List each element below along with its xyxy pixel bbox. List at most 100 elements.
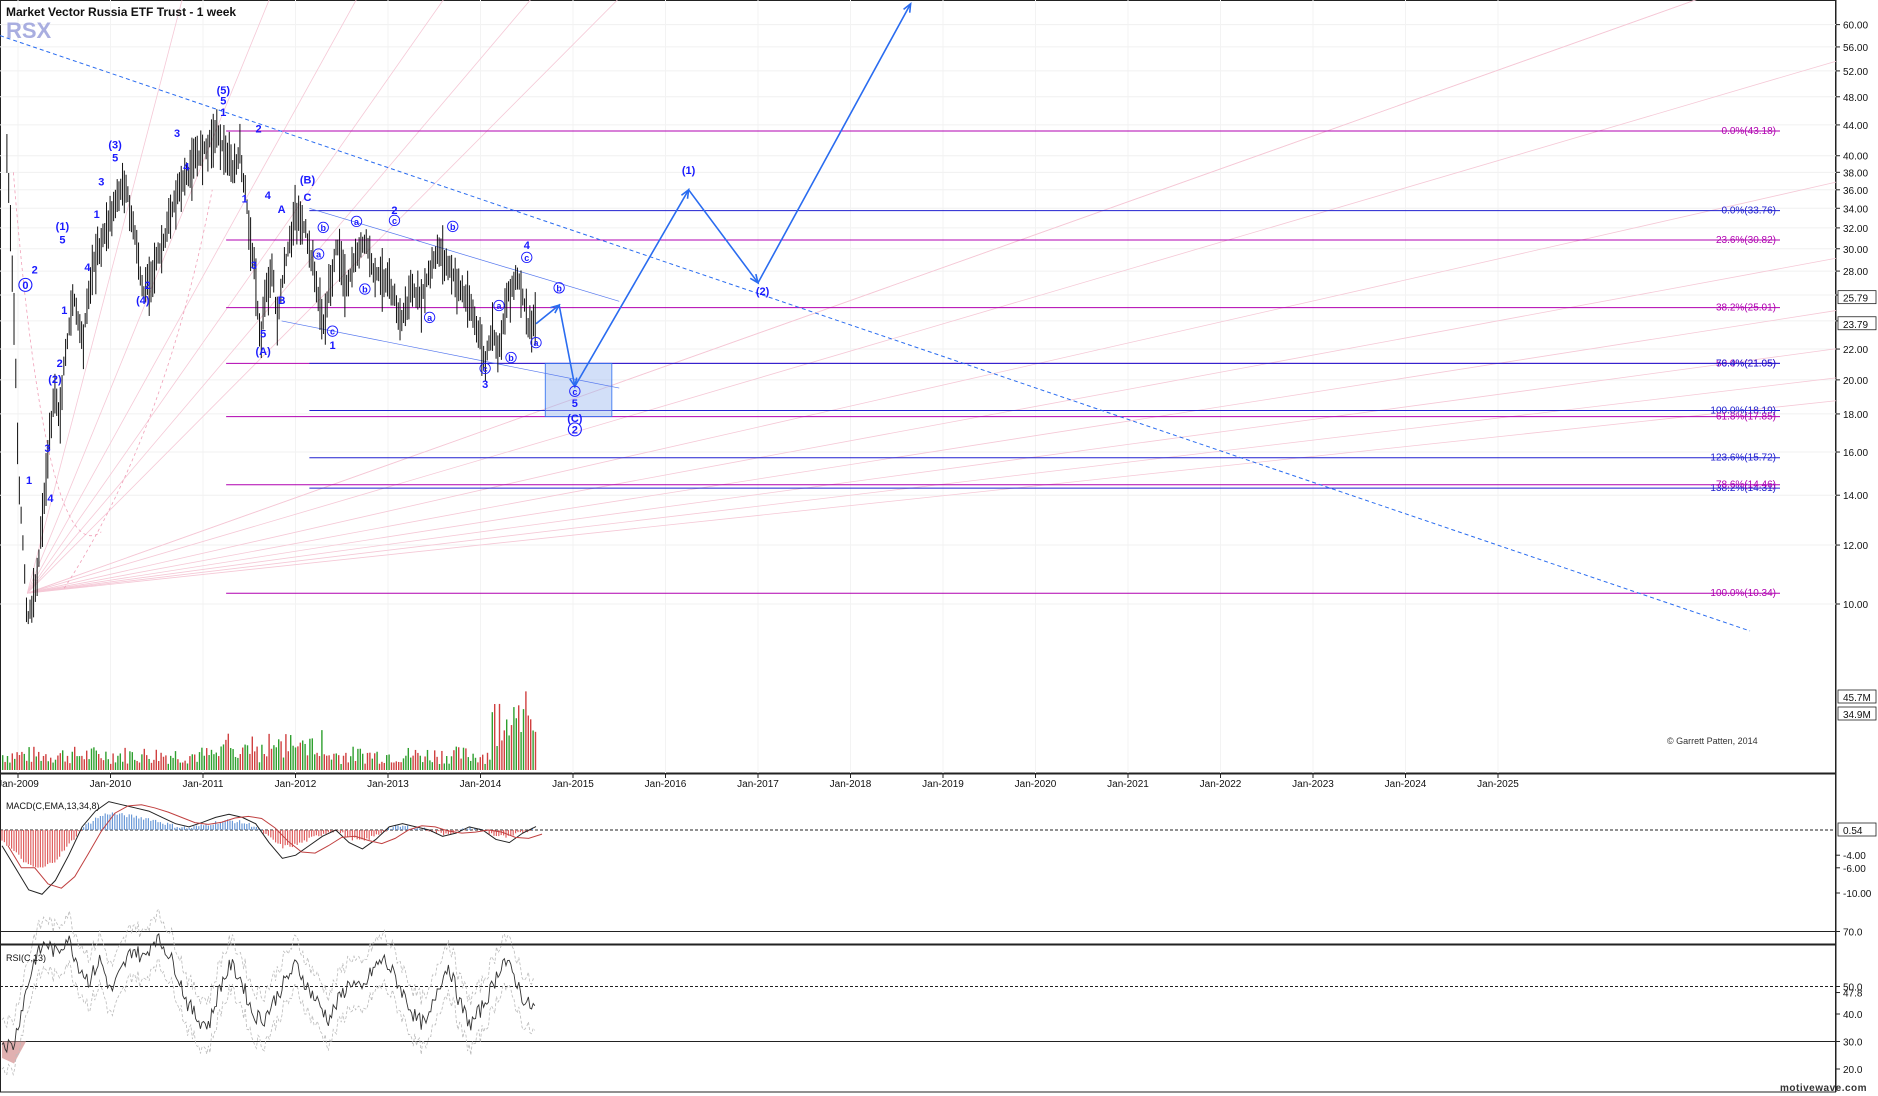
copyright-notice: © Garrett Patten, 2014 [1667, 736, 1758, 746]
wave-label: 1 [242, 194, 248, 206]
volume-bar [105, 751, 107, 770]
rsi-axis-tick-label: 47.8 [1843, 989, 1863, 1000]
volume-bar [167, 763, 169, 770]
volume-bar [318, 756, 321, 770]
volume-bar [352, 746, 354, 770]
time-axis-tick-label: Jan-2025 [1477, 779, 1519, 790]
rsi-axis-tick-label: 70.0 [1843, 928, 1863, 939]
volume-bar [290, 735, 292, 770]
volume-bar [417, 752, 419, 770]
volume-bar [124, 747, 126, 770]
volume-bar [184, 760, 186, 770]
wave-label: c [392, 216, 397, 226]
volume-bar [26, 760, 28, 770]
volume-bar [282, 757, 285, 770]
volume-bar [227, 733, 229, 770]
macd-axis-tick-label: -10.00 [1843, 889, 1872, 900]
wave-label: c [572, 387, 577, 397]
volume-bar [294, 747, 297, 770]
volume-bar [323, 754, 325, 770]
volume-bar [374, 753, 376, 770]
macd-axis-tick-label: -6.00 [1843, 864, 1866, 875]
price-axis-tick-label: 12.00 [1843, 541, 1868, 552]
volume-bar [314, 754, 316, 770]
volume-bar [434, 750, 436, 770]
volume-bar [321, 730, 323, 770]
wave-label: 4 [183, 162, 190, 174]
rsi-axis-tick-label: 20.0 [1843, 1065, 1863, 1076]
fib-level-label: 78.6%(14.46) [1716, 480, 1776, 491]
volume-bar [186, 763, 189, 770]
macd-panel-frame [0, 773, 1836, 945]
wave-label: 2 [32, 264, 38, 276]
volume-bar [530, 719, 532, 770]
volume-bar [78, 756, 81, 770]
volume-bar [333, 753, 335, 770]
wave-label: 2 [57, 358, 63, 370]
volume-bar [210, 749, 213, 770]
volume-bar [59, 753, 61, 770]
volume-bar [402, 758, 405, 770]
wave-label-ring [493, 299, 505, 312]
volume-bar [57, 755, 59, 770]
volume-bar [23, 753, 25, 770]
volume-bar [258, 762, 261, 770]
wave-label: a [427, 313, 433, 323]
volume-bar [429, 760, 431, 770]
volume-bar [285, 734, 287, 770]
long-term-downtrend-line [0, 35, 1751, 632]
wave-label: 2 [255, 123, 261, 135]
price-axis-tick-label: 32.00 [1843, 224, 1868, 235]
fan-line [26, 0, 531, 594]
volume-bar [206, 748, 208, 770]
volume-bar [474, 757, 477, 770]
volume-bar [203, 755, 205, 770]
wave-label: (2) [756, 286, 770, 298]
volume-bar [450, 756, 453, 770]
volume-bar [297, 746, 299, 770]
wave-label-ring [569, 385, 581, 397]
wave-label-ring [505, 351, 517, 364]
wave-label: 5 [572, 398, 578, 410]
volume-bar [112, 753, 114, 770]
wave-label: 1 [94, 209, 100, 221]
volume-bar [213, 754, 215, 770]
volume-bar [254, 751, 256, 770]
volume-bar [448, 763, 450, 770]
volume-bar [335, 753, 337, 770]
time-axis-tick-label: Jan-2019 [922, 779, 964, 790]
volume-bar [222, 744, 225, 770]
volume-bar [525, 691, 527, 770]
wave-label: (1) [682, 165, 696, 177]
wave-label: 5 [260, 328, 266, 340]
wave-label: 3 [482, 379, 488, 391]
volume-bar [347, 762, 349, 770]
volume-bar [316, 752, 318, 770]
volume-bar [534, 731, 537, 770]
time-axis-tick-label: Jan-2013 [367, 779, 409, 790]
wave-label: (2) [48, 374, 62, 386]
volume-bar [220, 746, 222, 770]
price-axis-tick-label: 48.00 [1843, 93, 1868, 104]
volume-bar [2, 755, 4, 770]
close-price-label-box [1837, 316, 1877, 331]
wave-label: c [330, 327, 335, 337]
fan-line [27, 0, 1697, 594]
volume-bar [443, 763, 445, 770]
volume-bars [2, 691, 537, 770]
volume-bar [438, 763, 441, 770]
volume-bar [71, 751, 73, 770]
wave-label: (3) [108, 140, 122, 152]
volume-bar [45, 754, 47, 770]
volume-bar [69, 763, 71, 770]
volume-bar [369, 752, 371, 770]
volume-bar [66, 755, 69, 770]
fan-line [27, 257, 1837, 594]
wave-label-ring [521, 251, 533, 263]
fan-line [26, 0, 270, 594]
time-axis-tick-label: Jan-2021 [1107, 779, 1149, 790]
price-axis-tick-label: 56.00 [1843, 43, 1868, 54]
volume-bar [131, 752, 133, 770]
volume-bar [462, 747, 465, 770]
wave-label: 1 [329, 340, 335, 352]
